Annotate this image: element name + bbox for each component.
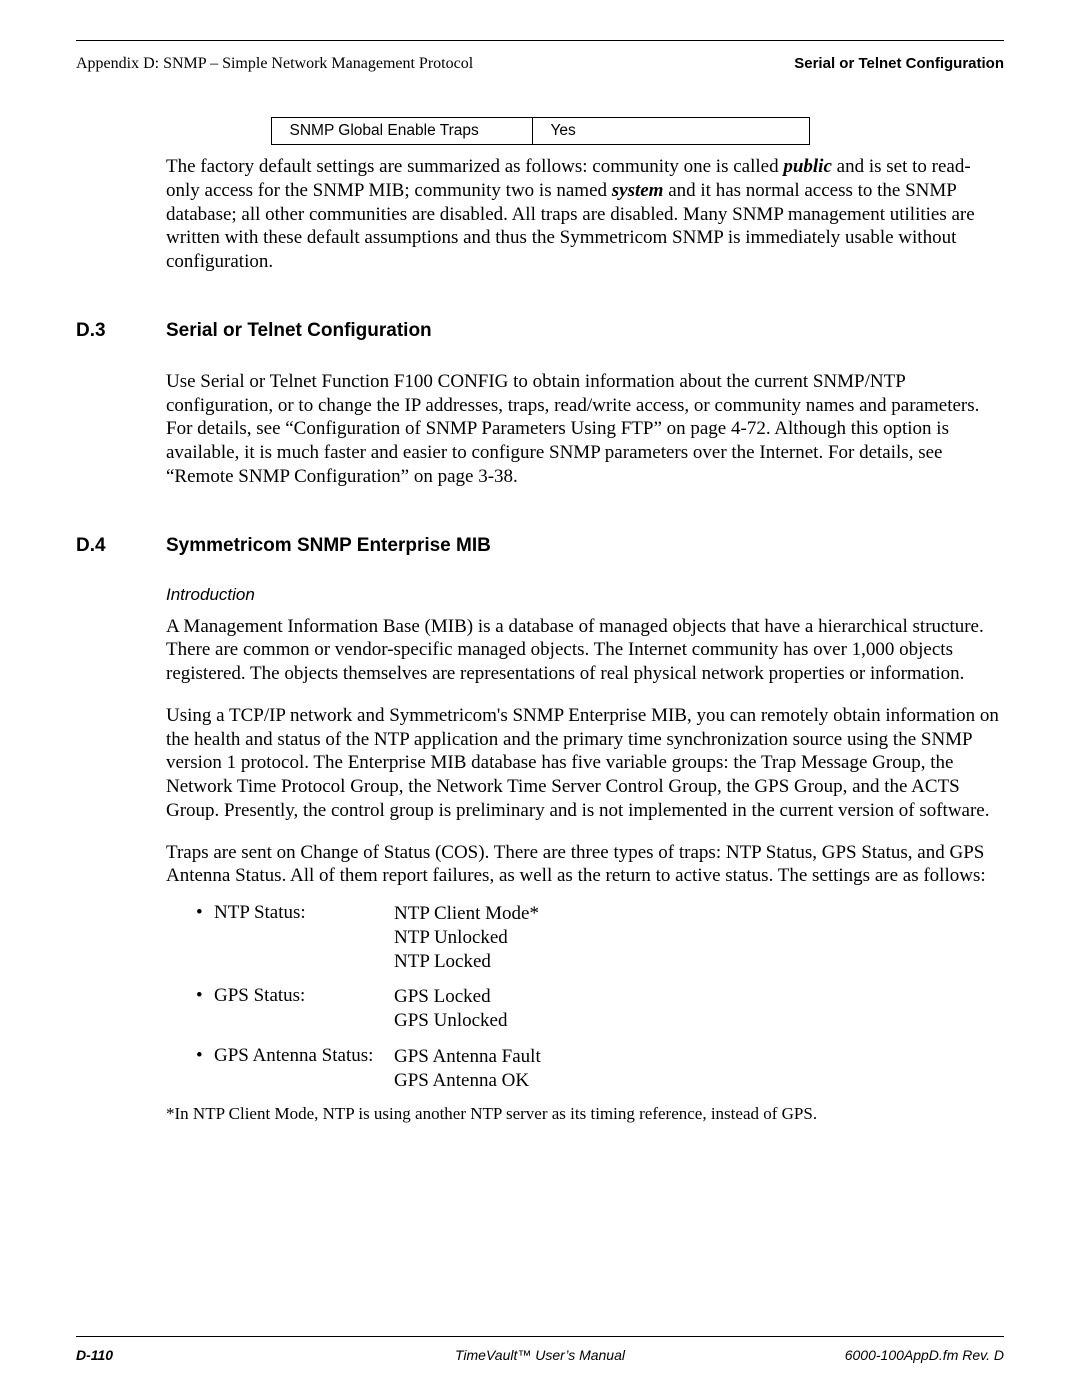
term-public: public xyxy=(783,156,832,177)
status-row-gps: • GPS Status: GPS Locked GPS Unlocked xyxy=(196,985,1004,1033)
status-value: GPS Unlocked xyxy=(394,1009,1004,1033)
status-value: GPS Antenna OK xyxy=(394,1069,1004,1093)
subsection-introduction: Introduction xyxy=(166,585,1004,605)
d3-paragraph: Use Serial or Telnet Function F100 CONFI… xyxy=(166,370,1004,489)
d4-para3: Traps are sent on Change of Status (COS)… xyxy=(166,841,1004,889)
status-label: NTP Status: xyxy=(214,902,394,924)
section-title: Serial or Telnet Configuration xyxy=(166,320,1004,342)
status-list: • NTP Status: NTP Client Mode* NTP Unloc… xyxy=(196,902,1004,1092)
para-text: The factory default settings are summari… xyxy=(166,156,783,177)
status-value: NTP Locked xyxy=(394,950,1004,974)
bullet-icon: • xyxy=(196,985,214,1007)
footer-row: D-110 TimeVault™ User’s Manual 6000-100A… xyxy=(76,1347,1004,1363)
status-label: GPS Antenna Status: xyxy=(214,1045,394,1067)
header-right: Serial or Telnet Configuration xyxy=(794,55,1004,73)
d4-para1: A Management Information Base (MIB) is a… xyxy=(166,615,1004,686)
status-values: GPS Antenna Fault GPS Antenna OK xyxy=(394,1045,1004,1093)
status-value: NTP Client Mode* xyxy=(394,902,1004,926)
table-row: SNMP Global Enable Traps Yes xyxy=(271,118,809,145)
status-value: NTP Unlocked xyxy=(394,926,1004,950)
section-title: Symmetricom SNMP Enterprise MIB xyxy=(166,535,1004,557)
factory-default-paragraph: The factory default settings are summari… xyxy=(166,155,1004,274)
status-label: GPS Status: xyxy=(214,985,394,1007)
snmp-trap-value: Yes xyxy=(532,118,809,145)
manual-title: TimeVault™ User’s Manual xyxy=(76,1347,1004,1363)
section-d4-heading: D.4 Symmetricom SNMP Enterprise MIB xyxy=(76,535,1004,557)
page-header: Appendix D: SNMP – Simple Network Manage… xyxy=(76,55,1004,73)
status-values: GPS Locked GPS Unlocked xyxy=(394,985,1004,1033)
status-value: GPS Locked xyxy=(394,985,1004,1009)
bullet-icon: • xyxy=(196,1045,214,1067)
footnote: *In NTP Client Mode, NTP is using anothe… xyxy=(166,1104,1004,1124)
page: Appendix D: SNMP – Simple Network Manage… xyxy=(0,0,1080,1397)
section-d3-heading: D.3 Serial or Telnet Configuration xyxy=(76,320,1004,342)
bullet-icon: • xyxy=(196,902,214,924)
section-number: D.3 xyxy=(76,320,166,342)
page-footer: D-110 TimeVault™ User’s Manual 6000-100A… xyxy=(76,1336,1004,1363)
status-row-gps-antenna: • GPS Antenna Status: GPS Antenna Fault … xyxy=(196,1045,1004,1093)
d4-para2: Using a TCP/IP network and Symmetricom's… xyxy=(166,704,1004,823)
footer-rule xyxy=(76,1336,1004,1337)
snmp-traps-table: SNMP Global Enable Traps Yes xyxy=(271,117,810,145)
header-left: Appendix D: SNMP – Simple Network Manage… xyxy=(76,55,473,73)
term-system: system xyxy=(612,180,664,201)
status-row-ntp: • NTP Status: NTP Client Mode* NTP Unloc… xyxy=(196,902,1004,973)
header-rule xyxy=(76,40,1004,41)
status-values: NTP Client Mode* NTP Unlocked NTP Locked xyxy=(394,902,1004,973)
status-value: GPS Antenna Fault xyxy=(394,1045,1004,1069)
snmp-trap-label: SNMP Global Enable Traps xyxy=(271,118,532,145)
section-number: D.4 xyxy=(76,535,166,557)
